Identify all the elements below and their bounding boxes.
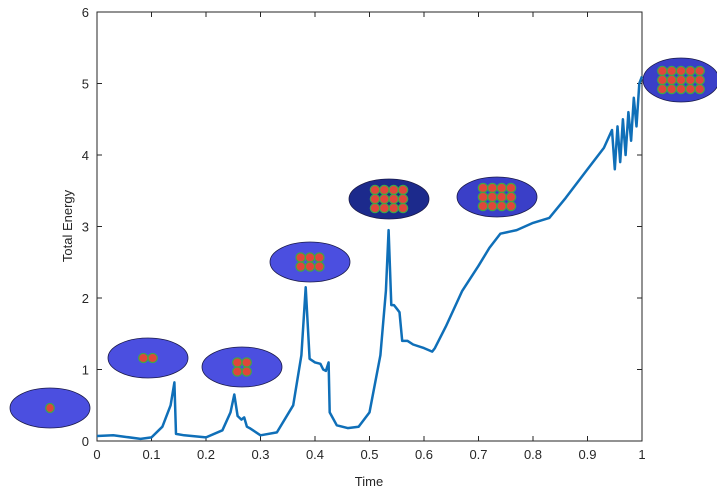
inset-cell: [369, 202, 381, 214]
x-tick-label: 0.4: [306, 447, 324, 462]
inset-cell: [487, 200, 498, 212]
x-tick-label: 0.6: [415, 447, 433, 462]
inset-cell: [487, 182, 498, 194]
inset-cell: [304, 261, 316, 272]
inset-cell: [496, 182, 507, 194]
inset-cell: [304, 252, 316, 263]
y-tick-label: 2: [82, 291, 89, 306]
inset-cell: [241, 357, 252, 368]
inset-cell: [295, 252, 306, 263]
inset-cell: [666, 65, 677, 77]
inset-cell: [397, 184, 409, 196]
axes-box: [96, 11, 643, 442]
inset-cell: [138, 352, 149, 364]
x-tick-label: 0.7: [469, 447, 487, 462]
inset-cell: [314, 252, 325, 263]
inset-cell: [694, 65, 705, 77]
inset-cell: [397, 202, 409, 214]
inset-cell: [487, 191, 498, 203]
inset-embryo: [201, 346, 283, 388]
y-tick-label: 3: [82, 220, 89, 235]
x-axis-label: Time: [355, 474, 383, 489]
inset-cell: [379, 193, 390, 205]
inset-cell: [666, 74, 677, 86]
inset-cell: [232, 366, 243, 377]
x-tick-label: 0.3: [251, 447, 269, 462]
inset-cell: [388, 202, 399, 214]
inset-cell: [314, 261, 325, 272]
inset-cell: [496, 200, 507, 212]
x-tick-label: 0.1: [142, 447, 160, 462]
inset-cell: [505, 200, 517, 212]
inset-cell: [675, 83, 687, 95]
inset-cell: [496, 191, 507, 203]
inset-cell: [675, 74, 687, 86]
inset-cell: [666, 83, 677, 95]
inset-cell: [379, 184, 390, 196]
x-tick-label: 0: [93, 447, 100, 462]
inset-cell: [657, 83, 668, 95]
y-axis-label: Total Energy: [60, 189, 75, 262]
inset-cell: [379, 202, 390, 214]
inset-cell: [657, 65, 668, 77]
inset-cell: [388, 193, 399, 205]
x-tick-label: 1: [638, 447, 645, 462]
inset-cell: [388, 184, 399, 196]
x-tick-label: 0.8: [524, 447, 542, 462]
inset-cell: [369, 184, 381, 196]
inset-cell: [685, 65, 696, 77]
inset-cell: [477, 191, 489, 203]
inset-cell: [45, 402, 55, 414]
inset-cell: [232, 357, 243, 368]
line-series: [96, 75, 644, 441]
inset-cell: [477, 200, 489, 212]
x-tick-label: 0.9: [578, 447, 596, 462]
inset-cell: [295, 261, 306, 272]
y-tick-label: 1: [82, 363, 89, 378]
x-tick-label: 0.5: [360, 447, 378, 462]
inset-cell: [694, 74, 705, 86]
inset-cell: [147, 352, 158, 364]
inset-cell: [477, 182, 489, 194]
y-tick-label: 0: [82, 434, 89, 449]
inset-cell: [694, 83, 705, 95]
y-tick-label: 6: [82, 5, 89, 20]
inset-cell: [505, 182, 517, 194]
inset-cell: [397, 193, 409, 205]
inset-cell: [369, 193, 381, 205]
inset-cell: [685, 74, 696, 86]
y-tick-label: 5: [82, 77, 89, 92]
y-tick-label: 4: [82, 148, 89, 163]
inset-cell: [685, 83, 696, 95]
inset-cell: [241, 366, 252, 377]
inset-cell: [657, 74, 668, 86]
inset-cell: [675, 65, 687, 77]
inset-cell: [505, 191, 517, 203]
x-tick-label: 0.2: [197, 447, 215, 462]
